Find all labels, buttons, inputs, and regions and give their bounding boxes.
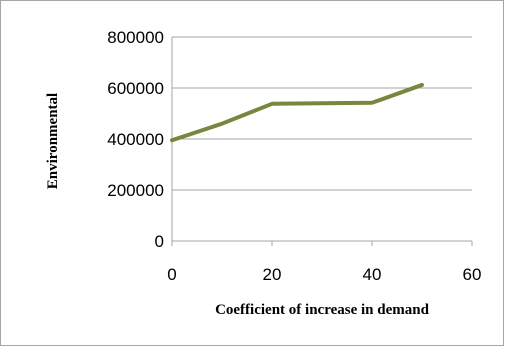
y-tick-label: 600000 [107,79,164,98]
data-point [271,103,273,105]
x-axis-title: Coefficient of increase in demand [215,302,430,318]
y-tick-label: 800000 [107,28,164,47]
data-point [421,84,423,86]
x-tick-label: 40 [363,265,382,284]
y-axis-title: Environmental [45,93,61,189]
tick-labels: 0 200000 400000 600000 800000 0 20 40 60 [107,28,481,284]
x-tick-label: 60 [463,265,482,284]
data-point [221,123,223,125]
x-tick-label: 20 [263,265,282,284]
x-tick-label: 0 [167,265,176,284]
data-point [371,102,373,104]
gridlines [172,36,472,191]
y-tick-label: 0 [155,232,164,251]
series-line [170,82,424,143]
data-point [171,139,173,141]
data-point [321,102,323,104]
y-tick-label: 200000 [107,181,164,200]
y-tick-label: 400000 [107,130,164,149]
series-layer [170,82,424,143]
